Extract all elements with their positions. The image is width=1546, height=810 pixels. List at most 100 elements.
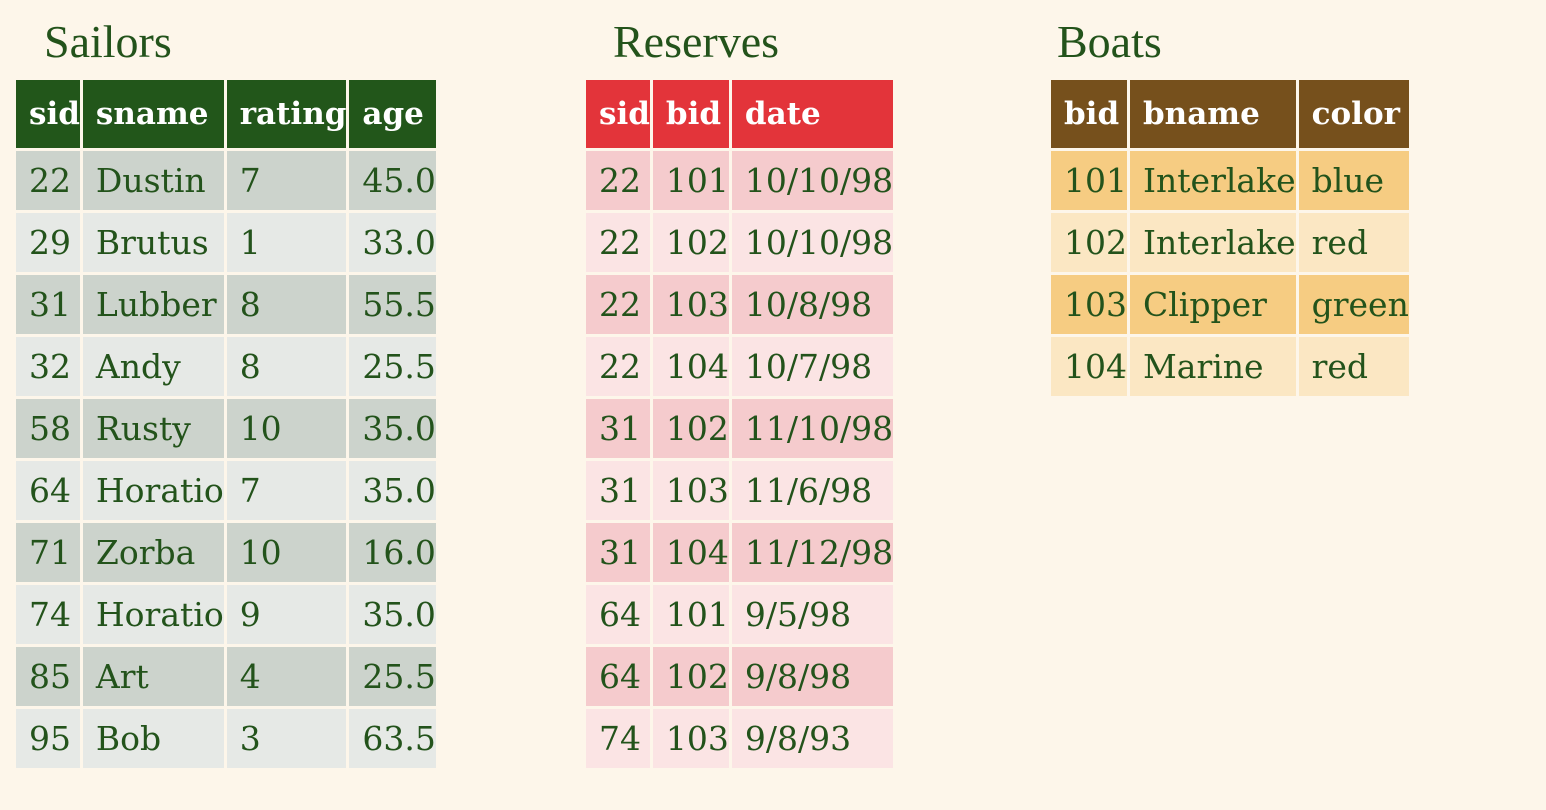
table-row: 95 Bob 3 63.5 (16, 709, 436, 768)
sailors-cell-age: 45.0 (349, 151, 436, 210)
sailors-cell-sname: Art (82, 647, 224, 706)
sailors-cell-sname: Brutus (82, 213, 224, 272)
boats-cell-bid: 102 (1051, 213, 1127, 272)
reserves-cell-date: 10/8/98 (731, 275, 894, 334)
reserves-title: Reserves (613, 16, 780, 67)
reserves-cell-bid: 103 (652, 709, 729, 768)
sailors-cell-rating: 1 (226, 213, 347, 272)
table-row: 22 103 10/8/98 (586, 275, 894, 334)
sailors-title: Sailors (44, 16, 172, 67)
sailors-cell-sid: 74 (16, 585, 80, 644)
sailors-cell-sname: Bob (82, 709, 224, 768)
sailors-cell-sid: 31 (16, 275, 80, 334)
table-row: 101 Interlake blue (1051, 151, 1409, 210)
sailors-cell-rating: 9 (226, 585, 347, 644)
sailors-cell-age: 33.0 (349, 213, 436, 272)
reserves-cell-bid: 102 (652, 647, 729, 706)
sailors-cell-age: 63.5 (349, 709, 436, 768)
table-row: 22 102 10/10/98 (586, 213, 894, 272)
boats-column-header-bname: bname (1130, 80, 1296, 148)
sailors-cell-sid: 29 (16, 213, 80, 272)
sailors-cell-age: 35.0 (349, 585, 436, 644)
reserves-cell-sid: 22 (586, 337, 650, 396)
boats-title: Boats (1057, 16, 1162, 67)
table-row: 32 Andy 8 25.5 (16, 337, 436, 396)
sailors-cell-rating: 7 (226, 461, 347, 520)
table-row: 74 103 9/8/93 (586, 709, 894, 768)
table-row: 31 103 11/6/98 (586, 461, 894, 520)
reserves-cell-date: 9/5/98 (731, 585, 894, 644)
reserves-cell-bid: 104 (652, 523, 729, 582)
sailors-cell-rating: 4 (226, 647, 347, 706)
sailors-cell-sid: 32 (16, 337, 80, 396)
boats-cell-bname: Marine (1130, 337, 1296, 396)
reserves-cell-sid: 22 (586, 213, 650, 272)
reserves-cell-bid: 102 (652, 399, 729, 458)
reserves-cell-date: 9/8/98 (731, 647, 894, 706)
sailors-cell-sid: 71 (16, 523, 80, 582)
reserves-cell-date: 11/10/98 (731, 399, 894, 458)
reserves-column-header-date: date (731, 80, 894, 148)
sailors-cell-sname: Andy (82, 337, 224, 396)
table-row: 22 101 10/10/98 (586, 151, 894, 210)
table-row: 58 Rusty 10 35.0 (16, 399, 436, 458)
reserves-table: sid bid date 22 101 10/10/98 22 102 10/10/98 22 1… (583, 77, 896, 771)
sailors-cell-sname: Horatio (82, 461, 224, 520)
boats-column-header-color: color (1298, 80, 1409, 148)
table-row: 31 Lubber 8 55.5 (16, 275, 436, 334)
reserves-cell-bid: 103 (652, 461, 729, 520)
boats-cell-bname: Interlake (1130, 213, 1296, 272)
sailors-cell-sname: Horatio (82, 585, 224, 644)
table-row: 71 Zorba 10 16.0 (16, 523, 436, 582)
sailors-cell-age: 35.0 (349, 461, 436, 520)
boats-cell-bname: Clipper (1130, 275, 1296, 334)
reserves-column-header-bid: bid (652, 80, 729, 148)
reserves-column-header-sid: sid (586, 80, 650, 148)
reserves-cell-sid: 64 (586, 585, 650, 644)
reserves-cell-bid: 101 (652, 585, 729, 644)
reserves-cell-sid: 74 (586, 709, 650, 768)
reserves-cell-bid: 101 (652, 151, 729, 210)
boats-cell-bid: 103 (1051, 275, 1127, 334)
sailors-header-row: sid sname rating age (16, 80, 436, 148)
reserves-cell-date: 9/8/93 (731, 709, 894, 768)
reserves-cell-sid: 22 (586, 151, 650, 210)
reserves-cell-date: 10/10/98 (731, 151, 894, 210)
boats-cell-color: green (1298, 275, 1409, 334)
sailors-cell-rating: 10 (226, 399, 347, 458)
sailors-table: sid sname rating age 22 Dustin 7 45.0 29 Brutus 1… (13, 77, 439, 771)
sailors-cell-rating: 3 (226, 709, 347, 768)
table-row: 104 Marine red (1051, 337, 1409, 396)
table-row: 64 102 9/8/98 (586, 647, 894, 706)
reserves-cell-date: 11/6/98 (731, 461, 894, 520)
reserves-cell-sid: 31 (586, 523, 650, 582)
table-row: 85 Art 4 25.5 (16, 647, 436, 706)
sailors-cell-sid: 58 (16, 399, 80, 458)
sailors-cell-sid: 95 (16, 709, 80, 768)
boats-cell-color: blue (1298, 151, 1409, 210)
sailors-cell-sname: Lubber (82, 275, 224, 334)
sailors-cell-sname: Dustin (82, 151, 224, 210)
reserves-cell-bid: 103 (652, 275, 729, 334)
table-row: 31 104 11/12/98 (586, 523, 894, 582)
reserves-cell-bid: 102 (652, 213, 729, 272)
sailors-cell-rating: 7 (226, 151, 347, 210)
sailors-column-header-rating: rating (226, 80, 347, 148)
table-row: 102 Interlake red (1051, 213, 1409, 272)
boats-column-header-bid: bid (1051, 80, 1127, 148)
sailors-cell-age: 16.0 (349, 523, 436, 582)
reserves-cell-sid: 31 (586, 399, 650, 458)
reserves-cell-date: 10/7/98 (731, 337, 894, 396)
boats-table: bid bname color 101 Interlake blue 102 Interla… (1048, 77, 1412, 399)
table-row: 31 102 11/10/98 (586, 399, 894, 458)
boats-cell-color: red (1298, 213, 1409, 272)
sailors-cell-rating: 10 (226, 523, 347, 582)
boats-cell-bid: 101 (1051, 151, 1127, 210)
boats-cell-bid: 104 (1051, 337, 1127, 396)
table-row: 22 Dustin 7 45.0 (16, 151, 436, 210)
reserves-cell-sid: 64 (586, 647, 650, 706)
sailors-cell-age: 55.5 (349, 275, 436, 334)
boats-cell-color: red (1298, 337, 1409, 396)
table-row: 103 Clipper green (1051, 275, 1409, 334)
sailors-cell-sid: 85 (16, 647, 80, 706)
